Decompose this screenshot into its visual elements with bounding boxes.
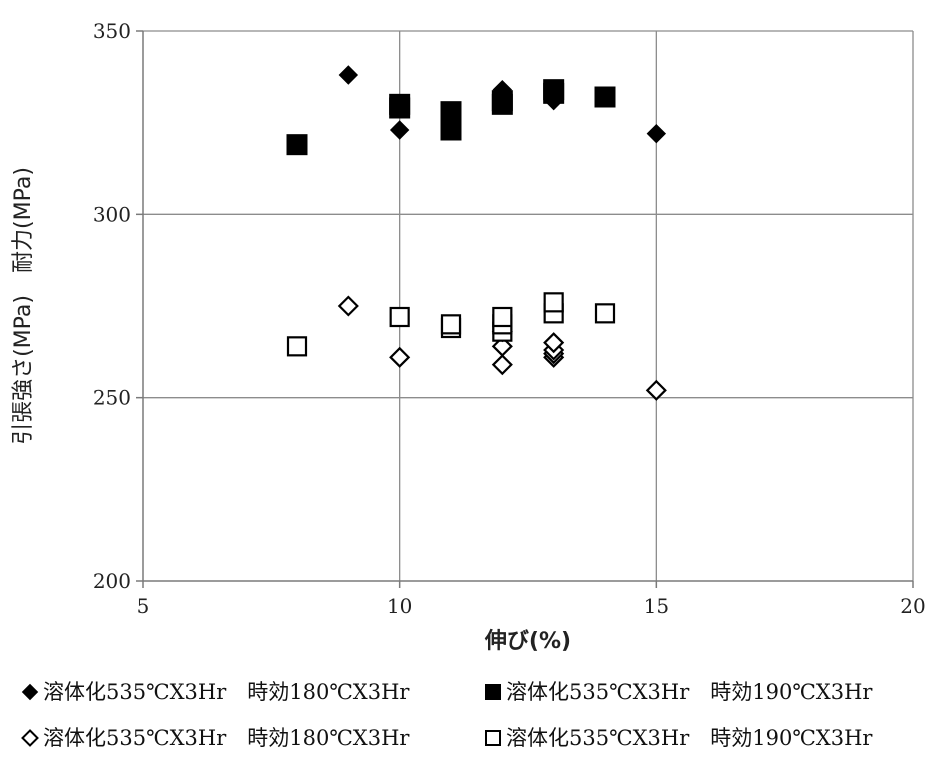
x-tick-label: 20 bbox=[900, 594, 925, 618]
legend-item-2: 溶体化535℃X3Hr 時効190℃X3Hr bbox=[485, 680, 873, 704]
x-axis-title: 伸び(%) bbox=[484, 629, 571, 654]
data-point bbox=[491, 354, 513, 376]
legend-item-3: 溶体化535℃X3Hr 時効180℃X3Hr bbox=[21, 726, 410, 750]
data-point bbox=[594, 303, 616, 324]
data-point bbox=[491, 335, 513, 357]
data-point bbox=[286, 336, 308, 357]
data-point bbox=[389, 306, 410, 328]
data-point bbox=[440, 314, 462, 335]
data-point bbox=[337, 295, 359, 317]
y-tick-label: 250 bbox=[93, 386, 131, 410]
legend-label: 溶体化535℃X3Hr 時効190℃X3Hr bbox=[506, 680, 873, 704]
legend-item-1: 溶体化535℃X3Hr 時効180℃X3Hr bbox=[21, 680, 410, 704]
y-axis-title: 引張強さ(MPa) 耐力(MPa) bbox=[11, 167, 36, 445]
axes bbox=[136, 30, 914, 588]
series-4 bbox=[286, 292, 616, 357]
legend-label: 溶体化535℃X3Hr 時効180℃X3Hr bbox=[43, 680, 410, 704]
legend-item-4: 溶体化535℃X3Hr 時効190℃X3Hr bbox=[485, 726, 873, 750]
data-point bbox=[389, 346, 411, 368]
x-tick-label: 15 bbox=[644, 594, 669, 618]
data-point bbox=[543, 292, 564, 313]
legend-label: 溶体化535℃X3Hr 時効180℃X3Hr bbox=[43, 726, 410, 750]
tick-labels: 200 250 300 350 5 10 15 20 bbox=[93, 19, 926, 618]
legend: 溶体化535℃X3Hr 時効180℃X3Hr 溶体化535℃X3Hr 時効190℃… bbox=[21, 680, 873, 750]
x-tick-label: 5 bbox=[137, 594, 150, 618]
data-point bbox=[645, 379, 667, 401]
data-point bbox=[338, 65, 359, 85]
legend-marker bbox=[21, 729, 39, 747]
legend-marker bbox=[485, 684, 501, 700]
y-tick-label: 350 bbox=[93, 19, 131, 43]
y-tick-label: 200 bbox=[93, 569, 131, 593]
y-tick-label: 300 bbox=[93, 202, 131, 226]
data-point bbox=[286, 134, 308, 156]
x-tick-label: 10 bbox=[387, 594, 412, 618]
legend-marker bbox=[21, 683, 39, 701]
data-point bbox=[440, 101, 462, 123]
legend-label: 溶体化535℃X3Hr 時効190℃X3Hr bbox=[506, 726, 873, 750]
series-2 bbox=[286, 79, 616, 156]
data-point bbox=[646, 123, 667, 144]
legend-marker bbox=[485, 730, 501, 746]
data-point bbox=[389, 120, 410, 140]
data-point bbox=[543, 332, 565, 354]
data-points bbox=[286, 65, 667, 401]
data-point bbox=[492, 306, 513, 328]
data-point bbox=[389, 93, 411, 115]
data-point bbox=[594, 86, 616, 108]
data-point bbox=[491, 90, 513, 112]
data-point bbox=[543, 79, 565, 101]
